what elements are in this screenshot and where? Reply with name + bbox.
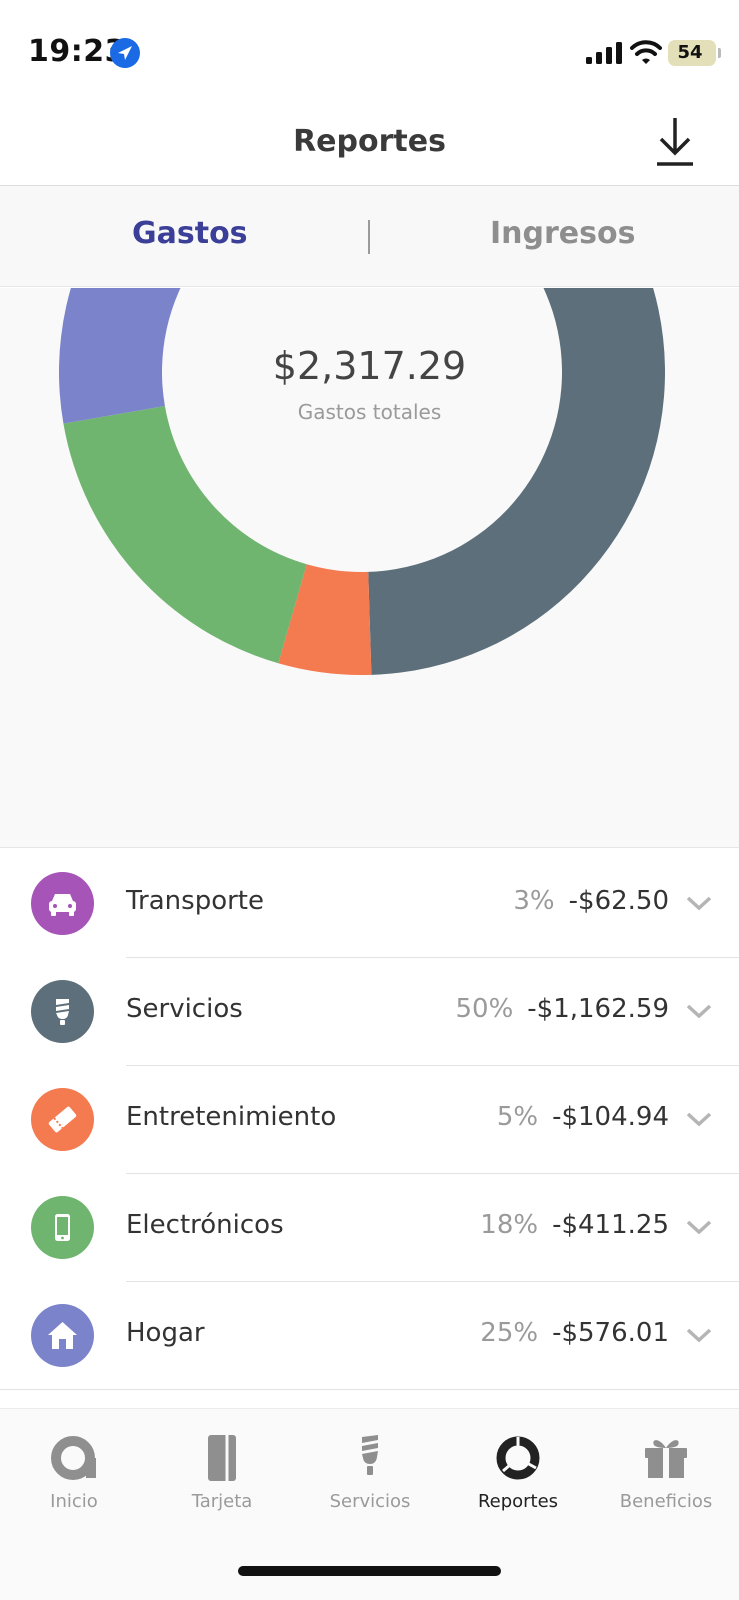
lightbulb-icon [56, 999, 69, 1025]
report-tabs: Gastos Ingresos [0, 186, 739, 287]
cellular-signal-icon [586, 42, 622, 64]
ticket-icon [48, 1106, 77, 1133]
category-percent: 50% [455, 994, 514, 1024]
tab-ingresos[interactable]: Ingresos [490, 216, 636, 251]
category-percent: 5% [496, 1102, 539, 1132]
location-arrow-icon [110, 38, 140, 68]
row-divider [0, 1389, 739, 1390]
inicio-logo-icon [51, 1436, 96, 1480]
nav-label: Inicio [50, 1491, 98, 1512]
lightbulb-icon [362, 1435, 378, 1475]
list-item-hogar[interactable]: Hogar 25% -$576.01 [0, 1280, 739, 1390]
wifi-icon [630, 40, 662, 64]
category-name: Entretenimiento [126, 1102, 337, 1132]
list-item-entretenimiento[interactable]: Entretenimiento 5% -$104.94 [0, 1064, 739, 1174]
category-icon-badge [31, 980, 94, 1043]
category-name: Transporte [126, 886, 264, 916]
category-percent: 25% [480, 1318, 539, 1348]
category-list: Transporte 3% -$62.50 Servicios 50% -$1,16… [0, 848, 739, 1408]
total-amount: $2,317.29 [272, 344, 467, 388]
nav-item-beneficios[interactable]: Beneficios [592, 1433, 739, 1533]
category-icon-badge [31, 1088, 94, 1151]
category-name: Servicios [126, 994, 243, 1024]
category-values: 50% -$1,162.59 [455, 994, 669, 1024]
category-amount: -$62.50 [568, 886, 669, 916]
home-indicator [238, 1566, 501, 1576]
donut-chart: $2,317.29 Gastos totales [0, 288, 739, 848]
list-item-transporte[interactable]: Transporte 3% -$62.50 [0, 848, 739, 958]
donut-slice-hogar [59, 288, 181, 424]
category-amount: -$576.01 [552, 1318, 669, 1348]
category-amount: -$411.25 [552, 1210, 669, 1240]
chevron-down-icon[interactable] [684, 996, 714, 1026]
nav-item-inicio[interactable]: Inicio [0, 1433, 148, 1533]
gift-icon [645, 1440, 687, 1478]
status-time: 19:23 [28, 34, 126, 69]
status-bar: 19:23 54 [0, 0, 739, 100]
row-divider [126, 1281, 739, 1282]
battery-level: 54 [677, 42, 703, 63]
category-percent: 18% [480, 1210, 539, 1240]
category-amount: -$104.94 [552, 1102, 669, 1132]
nav-label: Beneficios [619, 1491, 713, 1512]
donut-slice-servicios [368, 288, 665, 675]
row-divider [126, 957, 739, 958]
category-icon-badge [31, 872, 94, 935]
category-icon-badge [31, 1304, 94, 1367]
battery-tip [718, 48, 721, 58]
tab-divider [368, 220, 370, 254]
category-amount: -$1,162.59 [527, 994, 669, 1024]
header: Reportes [0, 100, 739, 186]
car-icon [49, 894, 76, 916]
total-label: Gastos totales [297, 400, 442, 424]
category-icon-badge [31, 1196, 94, 1259]
donut-chart-svg [59, 288, 665, 675]
row-divider [126, 1065, 739, 1066]
nav-item-servicios[interactable]: Servicios [296, 1433, 444, 1533]
house-icon [48, 1322, 77, 1349]
category-name: Hogar [126, 1318, 205, 1348]
chevron-down-icon[interactable] [684, 888, 714, 918]
nav-label: Reportes [477, 1491, 559, 1512]
nav-label: Tarjeta [191, 1491, 253, 1512]
card-icon [208, 1435, 236, 1481]
nav-item-reportes[interactable]: Reportes [444, 1433, 592, 1533]
donut-slice-entretenimiento [278, 564, 372, 675]
category-values: 18% -$411.25 [480, 1210, 669, 1240]
page-title: Reportes [293, 124, 446, 159]
category-name: Electrónicos [126, 1210, 284, 1240]
category-values: 5% -$104.94 [497, 1102, 669, 1132]
nav-label: Servicios [329, 1491, 411, 1512]
row-divider [126, 1173, 739, 1174]
category-percent: 3% [513, 886, 555, 916]
donut-slice-electrónicos [63, 406, 307, 664]
smartphone-icon [55, 1214, 70, 1241]
battery-charging-icon: 54 [668, 40, 721, 66]
download-button[interactable] [648, 114, 702, 170]
nav-item-tarjeta[interactable]: Tarjeta [148, 1433, 296, 1533]
category-values: 3% -$62.50 [513, 886, 669, 916]
list-item-servicios[interactable]: Servicios 50% -$1,162.59 [0, 956, 739, 1066]
download-icon [657, 118, 693, 166]
chevron-down-icon[interactable] [684, 1320, 714, 1350]
tab-gastos[interactable]: Gastos [132, 216, 248, 251]
chevron-down-icon[interactable] [684, 1104, 714, 1134]
category-values: 25% -$576.01 [480, 1318, 669, 1348]
chevron-down-icon[interactable] [684, 1212, 714, 1242]
list-item-electronicos[interactable]: Electrónicos 18% -$411.25 [0, 1172, 739, 1282]
donut-chart-icon [496, 1436, 540, 1480]
